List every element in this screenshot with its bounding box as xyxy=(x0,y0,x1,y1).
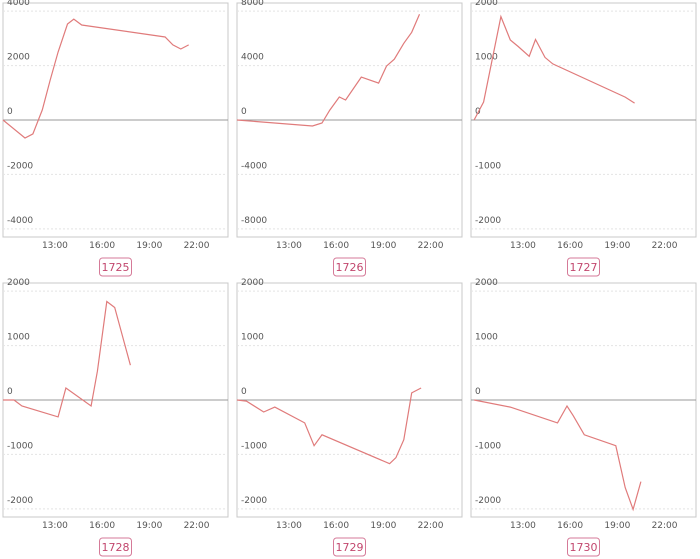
x-tick-label: 22:00 xyxy=(652,521,678,531)
series-line xyxy=(3,300,131,418)
series-line xyxy=(236,14,421,127)
chart-label[interactable]: 1730 xyxy=(570,541,598,554)
y-tick-label: -4000 xyxy=(241,161,267,171)
y-tick-label: 0 xyxy=(241,107,247,117)
x-tick-label: 13:00 xyxy=(276,241,302,251)
y-tick-label: 4000 xyxy=(7,0,30,8)
x-tick-label: 22:00 xyxy=(418,241,444,251)
y-tick-label: 2000 xyxy=(7,278,30,288)
x-tick-label: 13:00 xyxy=(42,241,68,251)
label-box[interactable] xyxy=(333,537,366,557)
y-tick-label: 2000 xyxy=(7,53,30,63)
y-tick-label: 0 xyxy=(7,387,13,397)
series-line xyxy=(236,387,422,465)
x-tick-label: 16:00 xyxy=(89,241,115,251)
y-tick-label: -4000 xyxy=(7,216,33,226)
x-tick-label: 13:00 xyxy=(510,241,536,251)
x-tick-label: 19:00 xyxy=(136,521,162,531)
x-tick-label: 13:00 xyxy=(42,521,68,531)
series-line xyxy=(473,399,642,512)
x-tick-label: 16:00 xyxy=(323,521,349,531)
series-line xyxy=(2,18,189,139)
x-tick-label: 19:00 xyxy=(604,241,630,251)
label-box[interactable] xyxy=(333,257,366,277)
y-tick-label: 1000 xyxy=(475,333,498,343)
chart-label[interactable]: 1729 xyxy=(336,541,364,554)
y-tick-label: 2000 xyxy=(475,0,498,8)
x-tick-label: 16:00 xyxy=(557,521,583,531)
label-box[interactable] xyxy=(567,257,600,277)
y-tick-label: -2000 xyxy=(241,496,267,506)
y-tick-label: -2000 xyxy=(7,496,33,506)
y-tick-label: 8000 xyxy=(241,0,264,8)
chart-label[interactable]: 1728 xyxy=(102,541,130,554)
y-tick-label: 1000 xyxy=(241,333,264,343)
y-tick-label: -2000 xyxy=(7,161,33,171)
label-box[interactable] xyxy=(99,537,132,557)
chart-label[interactable]: 1726 xyxy=(336,261,364,274)
x-tick-label: 19:00 xyxy=(136,241,162,251)
x-tick-label: 22:00 xyxy=(418,521,444,531)
y-tick-label: 0 xyxy=(241,387,247,397)
chart-label[interactable]: 1725 xyxy=(102,261,130,274)
y-tick-label: -1000 xyxy=(241,441,267,451)
x-tick-label: 16:00 xyxy=(323,241,349,251)
y-tick-label: 0 xyxy=(7,107,13,117)
y-tick-label: 0 xyxy=(475,387,481,397)
chart-label[interactable]: 1727 xyxy=(570,261,598,274)
x-tick-label: 22:00 xyxy=(652,241,678,251)
y-tick-label: -1000 xyxy=(475,161,501,171)
x-tick-label: 13:00 xyxy=(510,521,536,531)
y-tick-label: -1000 xyxy=(475,441,501,451)
y-tick-label: 2000 xyxy=(475,278,498,288)
label-box[interactable] xyxy=(567,537,600,557)
y-tick-label: 4000 xyxy=(241,53,264,63)
y-tick-label: -2000 xyxy=(475,216,501,226)
y-tick-label: -1000 xyxy=(7,441,33,451)
y-tick-label: 2000 xyxy=(241,278,264,288)
x-tick-label: 19:00 xyxy=(370,241,396,251)
label-box[interactable] xyxy=(99,257,132,277)
x-tick-label: 19:00 xyxy=(370,521,396,531)
x-tick-label: 19:00 xyxy=(604,521,630,531)
x-tick-label: 22:00 xyxy=(184,521,210,531)
y-tick-label: 1000 xyxy=(475,53,498,63)
y-tick-label: -2000 xyxy=(475,496,501,506)
y-tick-label: -8000 xyxy=(241,216,267,226)
x-tick-label: 22:00 xyxy=(184,241,210,251)
series-line xyxy=(473,14,635,121)
x-tick-label: 16:00 xyxy=(557,241,583,251)
y-tick-label: 1000 xyxy=(7,333,30,343)
x-tick-label: 16:00 xyxy=(89,521,115,531)
x-tick-label: 13:00 xyxy=(276,521,302,531)
